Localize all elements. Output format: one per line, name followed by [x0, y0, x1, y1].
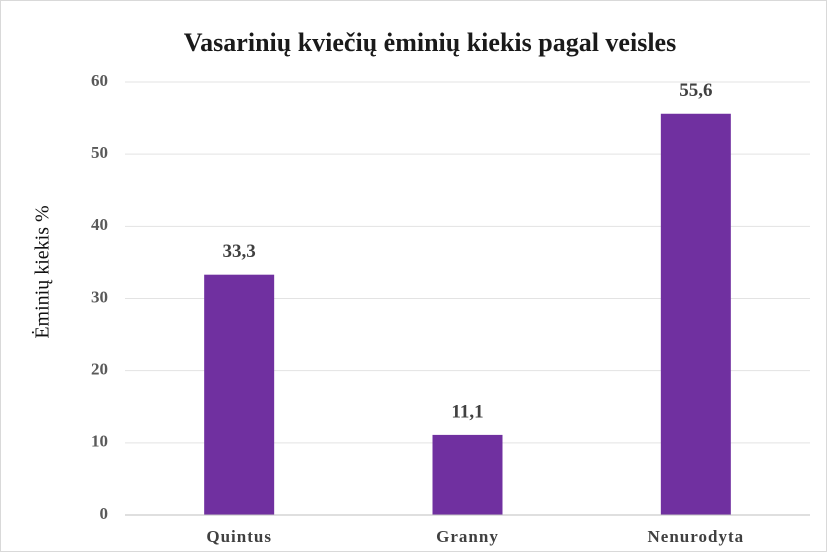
y-tick-label: 20 — [91, 360, 108, 379]
y-tick-label: 10 — [91, 432, 108, 451]
x-tick-label: Quintus — [206, 527, 272, 546]
bar — [660, 113, 731, 516]
y-tick-label: 60 — [91, 71, 108, 90]
chart-title: Vasarinių kviečių ėminių kiekis pagal ve… — [184, 28, 676, 57]
bar — [204, 274, 275, 515]
y-tick-label: 0 — [100, 504, 109, 523]
value-label: 55,6 — [679, 80, 712, 101]
value-label: 11,1 — [451, 401, 483, 422]
y-tick-label: 30 — [91, 287, 108, 306]
x-tick-label: Granny — [436, 527, 499, 546]
x-tick-label: Nenurodyta — [648, 527, 745, 546]
bar — [432, 434, 503, 515]
value-label: 33,3 — [223, 241, 256, 262]
y-tick-label: 50 — [91, 143, 108, 162]
y-tick-label: 40 — [91, 215, 108, 234]
y-axis-label: Ėminių kiekis % — [31, 205, 54, 338]
